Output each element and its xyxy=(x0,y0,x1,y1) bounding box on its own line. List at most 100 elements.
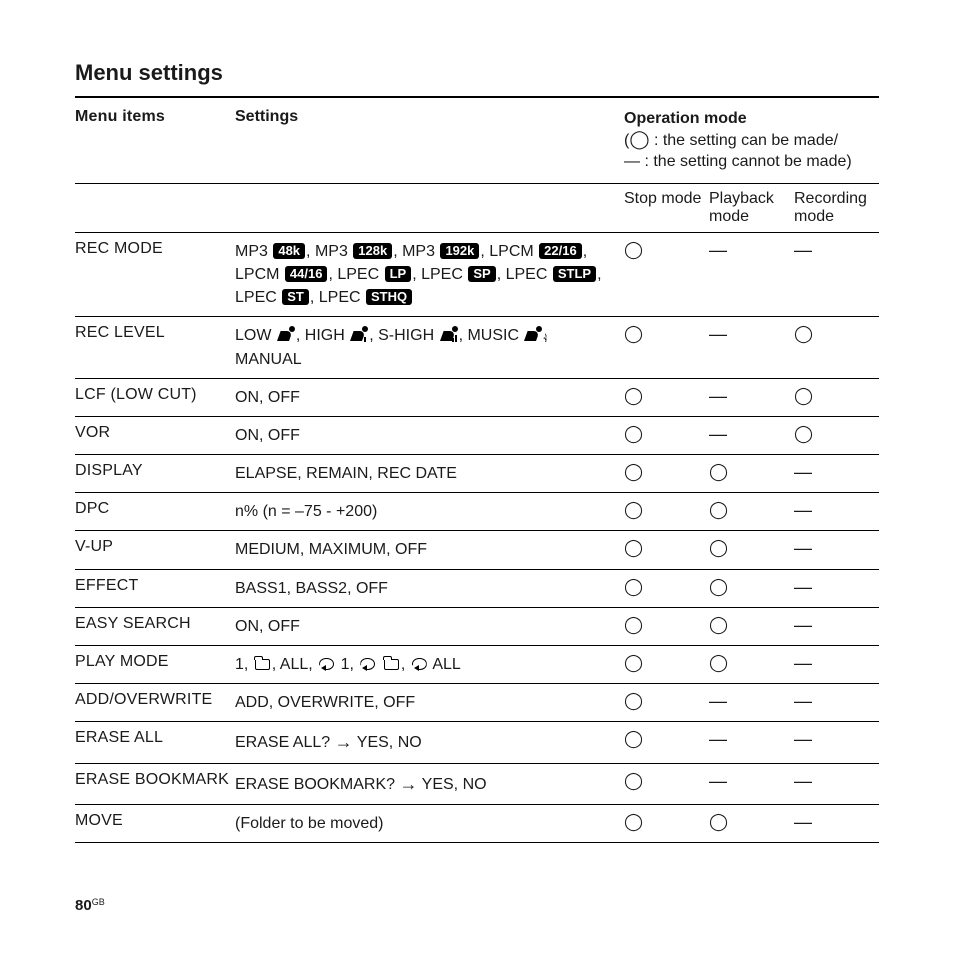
menu-item-settings: ERASE BOOKMARK? → YES, NO xyxy=(235,763,624,804)
table-row: LCF (LOW CUT)ON, OFF◯—◯ xyxy=(75,378,879,416)
dash-icon: — xyxy=(794,462,812,482)
legend-can: : the setting can be made/ xyxy=(654,132,838,149)
circle-icon: ◯ xyxy=(624,691,643,710)
col-header-recording-mode: Recording mode xyxy=(794,183,879,232)
dash-icon: — xyxy=(709,386,727,406)
page-region: GB xyxy=(92,897,105,907)
circle-icon: ◯ xyxy=(624,577,643,596)
repeat-icon xyxy=(319,658,334,670)
circle-icon: ◯ xyxy=(624,462,643,481)
dash-icon: — xyxy=(794,538,812,558)
table-row: DISPLAYELAPSE, REMAIN, REC DATE◯◯— xyxy=(75,455,879,493)
mode-recording: — xyxy=(794,493,879,531)
menu-item-settings: 1, , ALL, 1, , ALL xyxy=(235,646,624,684)
mode-recording: ◯ xyxy=(794,317,879,378)
mode-playback: — xyxy=(709,232,794,317)
mode-stop: ◯ xyxy=(624,378,709,416)
mode-recording: — xyxy=(794,607,879,645)
page-title: Menu settings xyxy=(75,60,879,86)
table-row: DPCn% (n = –75 - +200)◯◯— xyxy=(75,493,879,531)
circle-icon: ◯ xyxy=(794,424,813,443)
dash-icon: — xyxy=(794,729,812,749)
col-header-operation-mode: Operation mode (◯ : the setting can be m… xyxy=(624,97,879,183)
mode-playback: — xyxy=(709,416,794,454)
mode-recording: — xyxy=(794,804,879,842)
table-body: REC MODEMP3 48k, MP3 128k, MP3 192k, LPC… xyxy=(75,232,879,842)
mode-stop: ◯ xyxy=(624,317,709,378)
table-row: MOVE(Folder to be moved)◯◯— xyxy=(75,804,879,842)
mode-playback: — xyxy=(709,722,794,763)
menu-item-name: VOR xyxy=(75,416,235,454)
table-row: EASY SEARCHON, OFF◯◯— xyxy=(75,607,879,645)
mode-chip: STLP xyxy=(553,266,596,282)
menu-item-name: ERASE BOOKMARK xyxy=(75,763,235,804)
circle-icon: ◯ xyxy=(624,424,643,443)
mode-recording: — xyxy=(794,455,879,493)
mode-chip: ST xyxy=(282,289,309,305)
circle-icon: ◯ xyxy=(624,240,643,259)
menu-item-settings: ELAPSE, REMAIN, REC DATE xyxy=(235,455,624,493)
circle-icon: ◯ xyxy=(624,386,643,405)
legend-cannot: : the setting cannot be made) xyxy=(644,153,851,170)
mode-stop: ◯ xyxy=(624,646,709,684)
menu-settings-table: Menu items Settings Operation mode (◯ : … xyxy=(75,96,879,843)
menu-item-name: EASY SEARCH xyxy=(75,607,235,645)
table-row: ADD/OVERWRITEADD, OVERWRITE, OFF◯—— xyxy=(75,684,879,722)
mode-chip: 22/16 xyxy=(539,243,582,259)
menu-item-settings: n% (n = –75 - +200) xyxy=(235,493,624,531)
mode-playback: ◯ xyxy=(709,455,794,493)
mode-stop: ◯ xyxy=(624,531,709,569)
mode-chip: SP xyxy=(468,266,495,282)
menu-item-settings: (Folder to be moved) xyxy=(235,804,624,842)
table-row: V-UPMEDIUM, MAXIMUM, OFF◯◯— xyxy=(75,531,879,569)
dash-icon: — xyxy=(709,324,727,344)
mode-chip: 48k xyxy=(273,243,305,259)
circle-icon: ◯ xyxy=(624,771,643,790)
mode-stop: ◯ xyxy=(624,684,709,722)
menu-item-name: REC MODE xyxy=(75,232,235,317)
rec-level-icon xyxy=(277,327,295,341)
circle-icon: ◯ xyxy=(629,130,649,148)
menu-item-name: DPC xyxy=(75,493,235,531)
mode-playback: ◯ xyxy=(709,607,794,645)
circle-icon: ◯ xyxy=(709,615,728,634)
menu-item-settings: ON, OFF xyxy=(235,378,624,416)
table-row: EFFECTBASS1, BASS2, OFF◯◯— xyxy=(75,569,879,607)
dash-icon: — xyxy=(709,729,727,749)
circle-icon: ◯ xyxy=(624,653,643,672)
mode-stop: ◯ xyxy=(624,416,709,454)
table-row: REC LEVELLOW , HIGH , S-HIGH , MUSIC , M… xyxy=(75,317,879,378)
mode-recording: ◯ xyxy=(794,416,879,454)
menu-item-settings: ON, OFF xyxy=(235,416,624,454)
circle-icon: ◯ xyxy=(709,577,728,596)
circle-icon: ◯ xyxy=(624,729,643,748)
menu-item-name: PLAY MODE xyxy=(75,646,235,684)
circle-icon: ◯ xyxy=(794,324,813,343)
mode-chip: 192k xyxy=(440,243,479,259)
circle-icon: ◯ xyxy=(709,812,728,831)
mode-playback: — xyxy=(709,684,794,722)
mode-playback: ◯ xyxy=(709,569,794,607)
dash-icon: — xyxy=(794,500,812,520)
menu-item-settings: ADD, OVERWRITE, OFF xyxy=(235,684,624,722)
mode-playback: ◯ xyxy=(709,531,794,569)
menu-item-settings: LOW , HIGH , S-HIGH , MUSIC , MANUAL xyxy=(235,317,624,378)
arrow-icon: → xyxy=(335,732,353,752)
page-number-value: 80 xyxy=(75,897,92,914)
mode-recording: — xyxy=(794,531,879,569)
page-number: 80GB xyxy=(75,897,105,914)
dash-icon: — xyxy=(709,771,727,791)
mode-playback: — xyxy=(709,763,794,804)
mode-playback: — xyxy=(709,378,794,416)
mode-recording: — xyxy=(794,646,879,684)
mode-playback: — xyxy=(709,317,794,378)
arrow-icon: → xyxy=(400,774,418,794)
dash-icon: — xyxy=(709,240,727,260)
mode-stop: ◯ xyxy=(624,607,709,645)
mode-recording: ◯ xyxy=(794,378,879,416)
mode-recording: — xyxy=(794,569,879,607)
repeat-icon xyxy=(360,658,375,670)
rec-level-icon xyxy=(440,327,458,341)
dash-icon: — xyxy=(794,577,812,597)
circle-icon: ◯ xyxy=(624,324,643,343)
